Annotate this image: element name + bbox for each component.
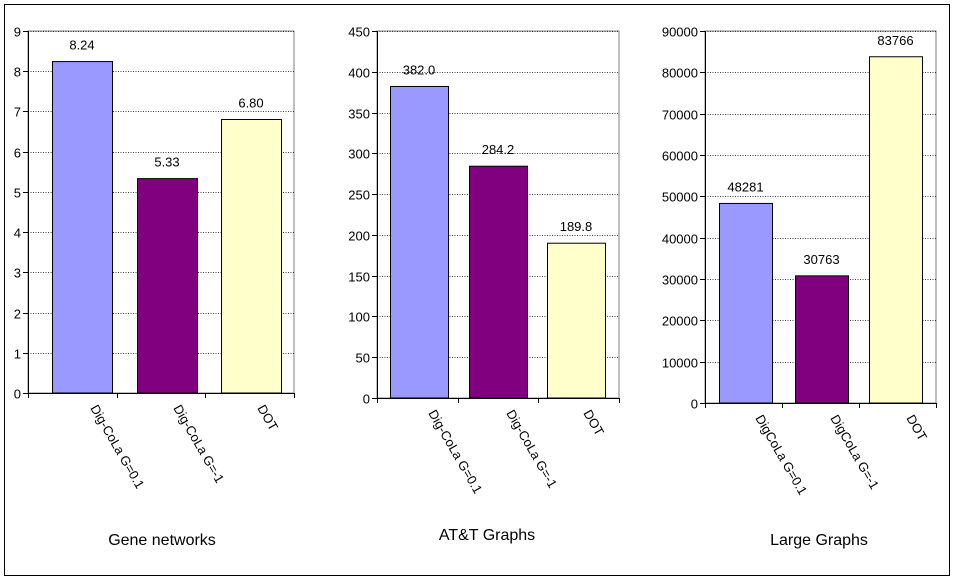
y-tick-label: 200	[348, 229, 370, 244]
y-tick-label: 3	[14, 266, 21, 281]
data-label: 83766	[877, 33, 913, 48]
category-label: Dig-CoLa G=0.1	[425, 407, 485, 496]
y-tick-label: 100	[348, 310, 370, 325]
bar	[52, 61, 113, 394]
category-label: Dig-CoLa G=-1	[170, 402, 227, 486]
y-tick-label: 60000	[662, 149, 698, 164]
y-tick-label: 0	[691, 397, 698, 412]
category-label: DigCoLa G=0.1	[752, 412, 810, 497]
category-label: DOT	[254, 402, 281, 433]
y-tick-label: 20000	[662, 314, 698, 329]
data-label: 6.80	[238, 95, 263, 110]
y-tick-label: 80000	[662, 66, 698, 81]
data-label: 189.8	[560, 219, 593, 234]
bar	[869, 56, 923, 404]
y-tick-label: 300	[348, 147, 370, 162]
figure-frame	[4, 4, 950, 576]
y-tick-label: 10000	[662, 356, 698, 371]
y-tick-label: 450	[348, 25, 370, 40]
y-tick-label: 350	[348, 107, 370, 122]
y-tick-label: 90000	[662, 25, 698, 40]
y-tick-label: 6	[14, 146, 21, 161]
y-tick-label: 9	[14, 25, 21, 40]
y-tick-label: 70000	[662, 108, 698, 123]
bar	[469, 165, 528, 399]
category-label: DOT	[903, 412, 930, 443]
bar	[719, 202, 773, 404]
category-label: DigCoLa G=-1	[827, 412, 882, 492]
y-tick-label: 40000	[662, 232, 698, 247]
bar	[221, 118, 282, 394]
data-label: 8.24	[69, 38, 94, 53]
chart-title: AT&T Graphs	[439, 527, 535, 544]
chart-title: Gene networks	[108, 532, 216, 549]
y-tick-label: 4	[14, 226, 21, 241]
y-tick-label: 30000	[662, 273, 698, 288]
category-label: Dig-CoLa G=0.1	[87, 402, 147, 491]
y-tick-label: 50	[356, 351, 370, 366]
y-tick-label: 250	[348, 188, 370, 203]
y-tick-label: 0	[14, 387, 21, 402]
bar	[137, 178, 198, 394]
y-tick-label: 50000	[662, 190, 698, 205]
y-tick-label: 7	[14, 105, 21, 120]
y-tick-label: 0	[363, 392, 370, 407]
y-tick-label: 8	[14, 65, 21, 80]
data-label: 48281	[727, 179, 763, 194]
data-label: 30763	[803, 252, 839, 267]
y-tick-label: 1	[14, 347, 21, 362]
data-label: 5.33	[154, 155, 179, 170]
y-tick-label: 400	[348, 66, 370, 81]
bar	[795, 275, 849, 404]
bar	[547, 242, 606, 399]
y-tick-label: 150	[348, 270, 370, 285]
bar	[390, 85, 449, 399]
chart-panel: 0 1 2 3 4 5 6 7 8 9 8.24 Dig-CoLa G=0.1 5.33 Dig-CoLa…	[14, 25, 295, 549]
y-tick-label: 2	[14, 307, 21, 322]
y-tick-label: 5	[14, 186, 21, 201]
chart-title: Large Graphs	[770, 532, 868, 549]
category-label: DOT	[580, 407, 607, 438]
category-label: Dig-CoLa G=-1	[503, 407, 560, 491]
chart-panel: 0 50 100 150 200 250 300 350 400 450 382.0 Dig-CoLa…	[348, 25, 620, 544]
data-label: 284.2	[482, 142, 515, 157]
data-label: 382.0	[403, 62, 436, 77]
chart-panel: 0 10000 20000 30000 40000 50000 60000 70000 8000…	[662, 25, 937, 549]
